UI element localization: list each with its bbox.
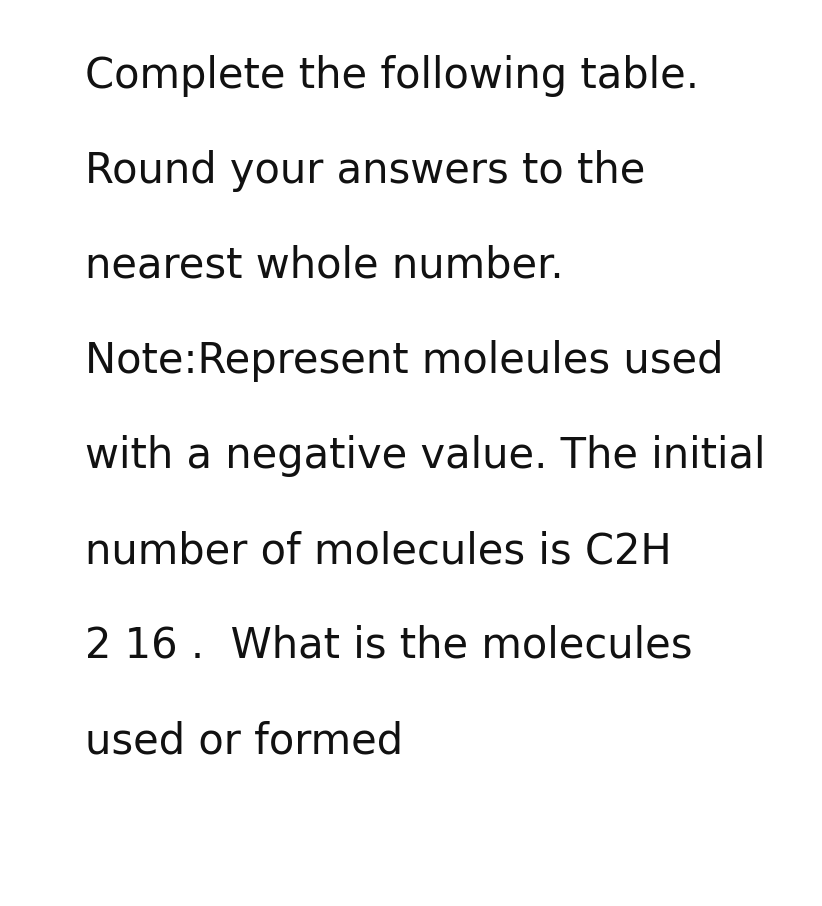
- Text: nearest whole number.: nearest whole number.: [85, 245, 564, 287]
- Text: Round your answers to the: Round your answers to the: [85, 150, 645, 192]
- Text: used or formed: used or formed: [85, 720, 403, 762]
- Text: 2 16 .  What is the molecules: 2 16 . What is the molecules: [85, 625, 692, 667]
- Text: Complete the following table.: Complete the following table.: [85, 55, 699, 97]
- Text: number of molecules is C2H: number of molecules is C2H: [85, 530, 672, 572]
- Text: Note:Represent moleules used: Note:Represent moleules used: [85, 340, 723, 382]
- Text: with a negative value. The initial: with a negative value. The initial: [85, 435, 765, 477]
